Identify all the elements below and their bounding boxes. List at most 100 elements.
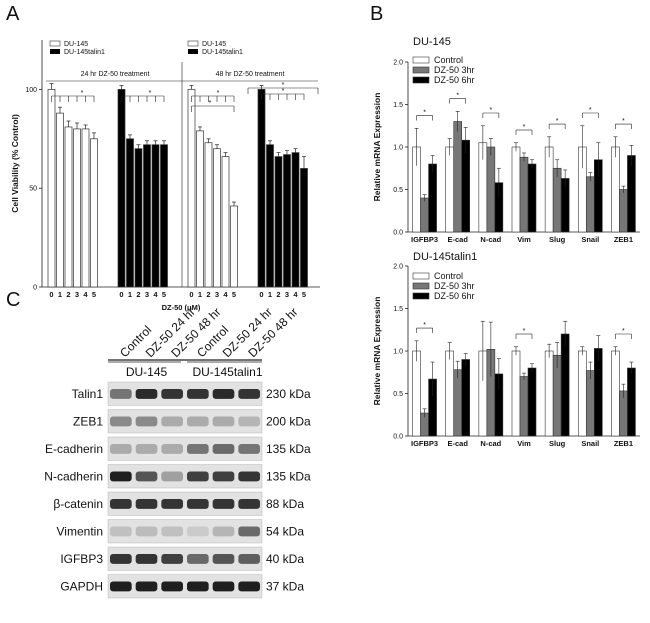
protein-label: IGFBP3 [60, 552, 103, 566]
blot-band [110, 499, 132, 509]
x-tick-label: 4 [293, 290, 298, 299]
x-tick-label: Slug [549, 235, 566, 244]
blot-band [135, 526, 158, 537]
blot-band [238, 581, 260, 592]
x-tick-label: 4 [223, 290, 228, 299]
bar [257, 89, 266, 288]
x-tick-label: Snail [581, 439, 599, 448]
y-tick-label: 0.0 [393, 434, 403, 441]
bar [64, 126, 73, 288]
blot-band [238, 471, 260, 482]
y-axis-label: Cell Viability (% Control) [10, 114, 20, 213]
significance-star: * [622, 118, 625, 125]
significance-star: * [217, 90, 220, 97]
bar [213, 148, 221, 288]
blot-band [187, 526, 209, 537]
bar [204, 142, 213, 288]
blot-band [187, 581, 209, 592]
blot-band [135, 554, 158, 564]
x-tick-label: 4 [153, 290, 158, 299]
protein-label: E-cadherin [45, 442, 103, 456]
blot-strip [107, 464, 263, 489]
blot-band [110, 471, 132, 482]
blot-band [238, 444, 260, 454]
legend-swatch [412, 282, 430, 290]
blot-band [238, 389, 260, 399]
bar [160, 144, 168, 288]
bar [81, 128, 90, 288]
legend-swatch [412, 76, 430, 84]
bar [445, 146, 455, 233]
bar [611, 350, 620, 437]
legend-swatch [412, 66, 430, 74]
significance-star: * [456, 93, 459, 100]
blot-band [161, 526, 183, 537]
blot-band [110, 526, 132, 537]
significance-star: * [81, 90, 84, 97]
significance-star: * [149, 90, 152, 97]
bar [593, 348, 603, 437]
x-tick-label: IGFBP3 [411, 439, 438, 448]
bar [283, 154, 291, 288]
y-tick-label: 1.0 [393, 349, 403, 356]
blot-band [238, 416, 260, 427]
bar [266, 144, 274, 288]
chart-title: DU-145talin1 [413, 251, 477, 263]
blot-band [110, 416, 132, 427]
blot-band [110, 581, 132, 592]
blot-strip [107, 546, 263, 571]
x-tick-label: 2 [276, 290, 280, 299]
x-tick-label: 3 [145, 290, 149, 299]
bar [519, 156, 529, 233]
x-tick-label: 1 [198, 290, 202, 299]
bar [134, 148, 143, 288]
treatment-label: 24 hr DZ-50 treatment [81, 71, 150, 78]
treatment-label: 48 hr DZ-50 treatment [216, 71, 285, 78]
significance-star: * [209, 100, 212, 107]
bar [577, 350, 587, 437]
x-tick-label: 5 [162, 290, 166, 299]
bar [627, 155, 636, 233]
x-tick-label: 5 [92, 290, 96, 299]
y-tick-label: 0.5 [393, 391, 403, 398]
blot-band [212, 416, 235, 427]
bar [527, 367, 537, 437]
blot-band [135, 389, 158, 399]
blot-band [238, 526, 260, 537]
blot-band [187, 471, 209, 482]
x-tick-label: 4 [83, 290, 88, 299]
blot-band [135, 471, 158, 482]
blot-band [161, 416, 183, 427]
blot-band [238, 499, 260, 509]
legend-swatch [412, 292, 430, 300]
protein-label: β-catenin [53, 497, 103, 511]
mrna-chart-du145: 0.0 0.5 1.0 1.5 2.0 Relative mRNA Expression D… [372, 36, 640, 244]
panel-label-a: A [6, 3, 20, 25]
x-tick-label: 5 [232, 290, 236, 299]
chart-title: DU-145 [413, 36, 451, 48]
bar [527, 163, 537, 233]
bar [552, 167, 562, 233]
bar [230, 205, 238, 288]
kda-label: 54 kDa [266, 524, 304, 538]
blot-band [212, 526, 235, 537]
blot-band [212, 554, 235, 564]
bar [611, 146, 620, 233]
significance-star: * [282, 82, 285, 89]
legend-label: DZ-50 6hr [434, 291, 475, 301]
y-tick-label: 0.5 [393, 187, 403, 194]
x-tick-label: N-cad [480, 439, 501, 448]
significance-star: * [523, 328, 526, 335]
legend-label: DU-145talin1 [64, 49, 105, 56]
kda-label: 88 kDa [266, 497, 304, 511]
kda-label: 135 kDa [266, 442, 311, 456]
bar [126, 138, 134, 288]
y-axis-label: Relative mRNA Expression [372, 93, 382, 202]
x-tick-label: Vim [517, 439, 531, 448]
bar [428, 163, 437, 233]
blot-band [187, 554, 209, 564]
x-tick-label: 0 [259, 290, 263, 299]
x-tick-label: 1 [128, 290, 132, 299]
